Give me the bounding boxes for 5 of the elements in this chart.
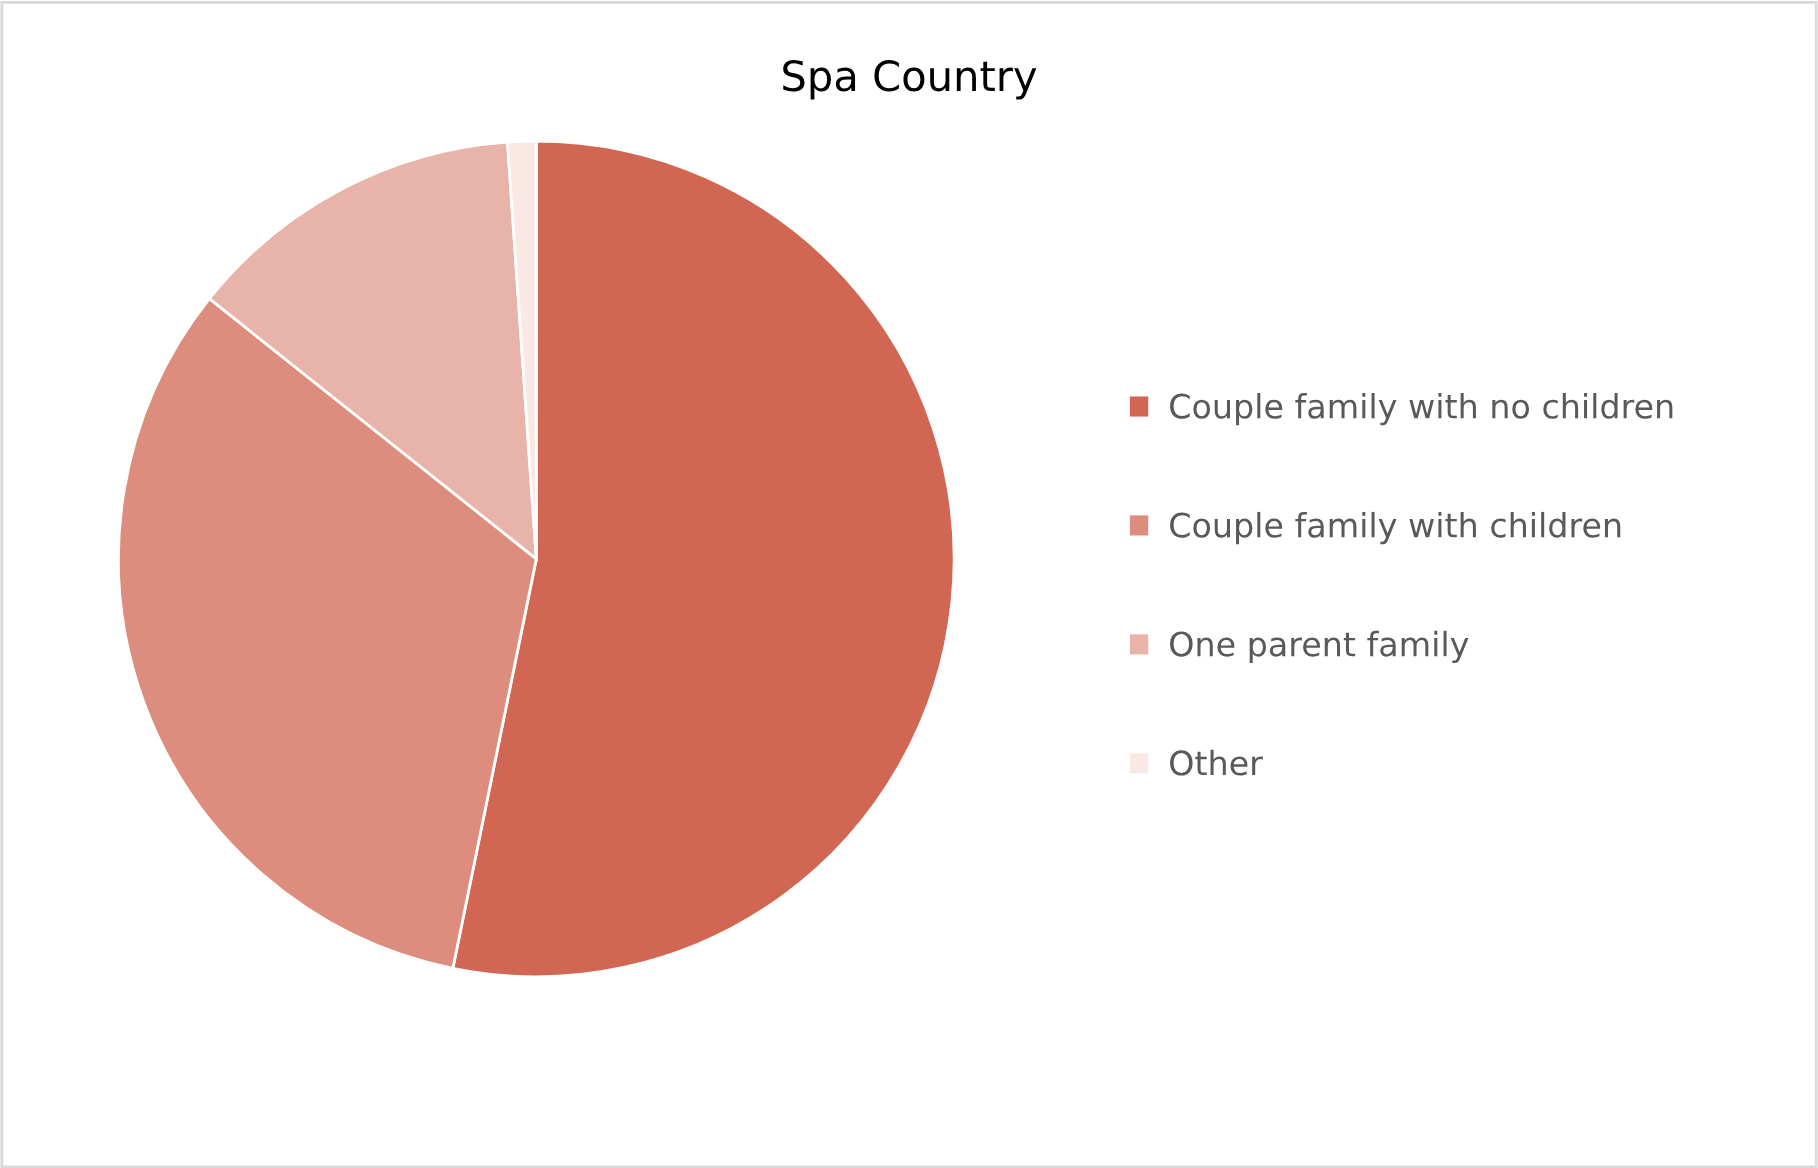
legend-label: Other xyxy=(1170,749,1263,776)
legend-label: Couple family with no children xyxy=(1170,392,1673,426)
chart-title: Spa Country xyxy=(783,60,1037,100)
legend-label: Couple family with children xyxy=(1170,511,1621,545)
legend-label: One parent family xyxy=(1170,630,1469,664)
